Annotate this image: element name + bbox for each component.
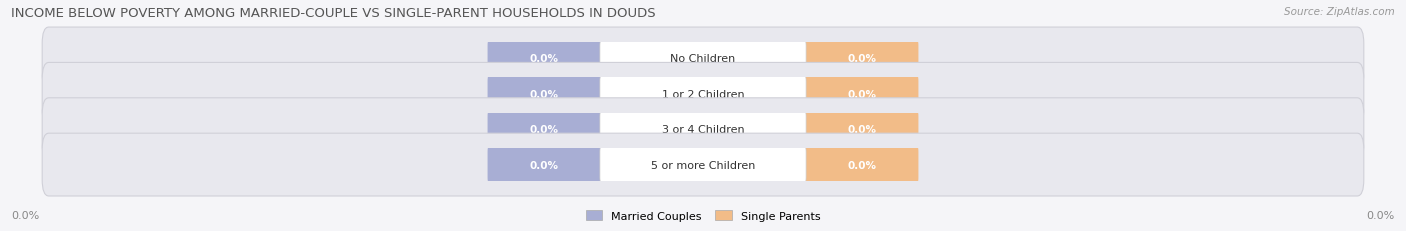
FancyBboxPatch shape [600,37,806,82]
FancyBboxPatch shape [600,143,806,187]
Text: 0.0%: 0.0% [11,210,39,220]
Text: INCOME BELOW POVERTY AMONG MARRIED-COUPLE VS SINGLE-PARENT HOUSEHOLDS IN DOUDS: INCOME BELOW POVERTY AMONG MARRIED-COUPL… [11,7,655,20]
Text: 0.0%: 0.0% [846,125,876,135]
Text: 0.0%: 0.0% [846,160,876,170]
Text: 0.0%: 0.0% [846,54,876,64]
Legend: Married Couples, Single Parents: Married Couples, Single Parents [581,206,825,225]
Text: No Children: No Children [671,54,735,64]
Text: 0.0%: 0.0% [530,89,560,99]
FancyBboxPatch shape [600,107,806,152]
Text: 5 or more Children: 5 or more Children [651,160,755,170]
Text: 0.0%: 0.0% [846,89,876,99]
FancyBboxPatch shape [42,134,1364,196]
FancyBboxPatch shape [488,37,602,82]
Text: 0.0%: 0.0% [530,160,560,170]
FancyBboxPatch shape [804,143,918,187]
FancyBboxPatch shape [42,63,1364,126]
FancyBboxPatch shape [42,98,1364,161]
FancyBboxPatch shape [488,143,602,187]
Text: Source: ZipAtlas.com: Source: ZipAtlas.com [1284,7,1395,17]
FancyBboxPatch shape [600,72,806,117]
Text: 3 or 4 Children: 3 or 4 Children [662,125,744,135]
FancyBboxPatch shape [488,107,602,152]
FancyBboxPatch shape [804,107,918,152]
FancyBboxPatch shape [488,72,602,117]
Text: 0.0%: 0.0% [530,54,560,64]
Text: 0.0%: 0.0% [1367,210,1395,220]
FancyBboxPatch shape [804,37,918,82]
FancyBboxPatch shape [42,28,1364,91]
FancyBboxPatch shape [804,72,918,117]
Text: 1 or 2 Children: 1 or 2 Children [662,89,744,99]
Text: 0.0%: 0.0% [530,125,560,135]
